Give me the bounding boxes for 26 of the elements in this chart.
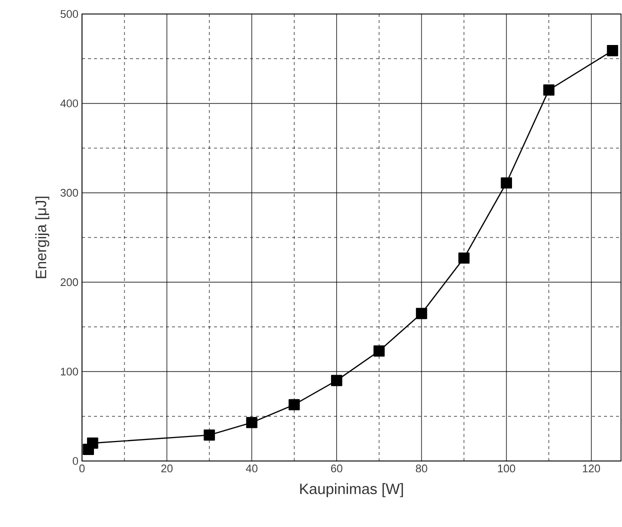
- point: [288, 399, 300, 410]
- point: [416, 308, 428, 320]
- point: [246, 416, 258, 428]
- y-axis-title: Energija [μJ]: [35, 196, 50, 278]
- point: [606, 45, 618, 56]
- x-axis-title: Kaupinimas [W]: [300, 483, 403, 498]
- point: [373, 345, 385, 357]
- x-tick-label: 20: [161, 464, 173, 472]
- x-tick-label: 40: [246, 464, 258, 472]
- y-tick-label: 200: [60, 278, 78, 286]
- x-tick-label: 100: [498, 464, 516, 472]
- x-tick-label: 60: [331, 464, 342, 472]
- y-tick-label: 300: [60, 188, 78, 197]
- point: [458, 252, 470, 264]
- x-tick-label: 80: [416, 464, 428, 472]
- point: [331, 374, 342, 386]
- x-tick-label: 0: [79, 464, 85, 472]
- y-tick-label: 500: [60, 10, 78, 18]
- point: [204, 429, 215, 441]
- y-tick-label: 100: [60, 368, 78, 376]
- x-tick-label: 120: [582, 464, 600, 472]
- y-tick-label: 400: [60, 100, 78, 108]
- y-tick-label: 0: [72, 457, 78, 465]
- point: [87, 438, 98, 449]
- point: [500, 177, 512, 189]
- point: [543, 84, 554, 96]
